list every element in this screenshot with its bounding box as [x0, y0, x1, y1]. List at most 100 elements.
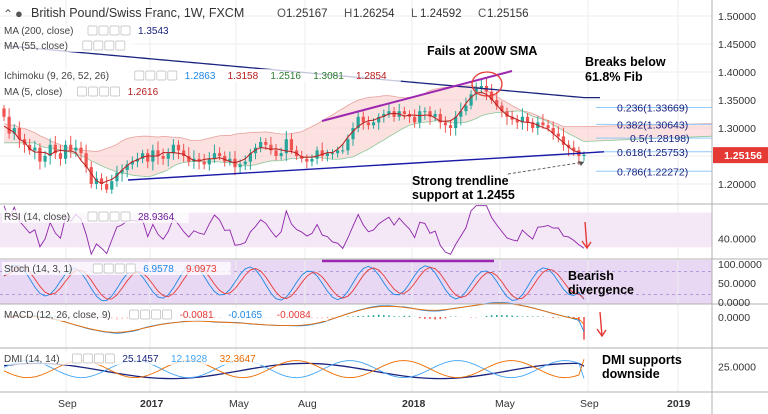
settings-icon: [98, 211, 109, 222]
fib-label: 0.618(1.25753): [617, 147, 688, 159]
candle: [510, 116, 514, 120]
candle: [443, 122, 448, 126]
candle: [561, 136, 566, 145]
candle: [99, 178, 104, 184]
candle: [500, 105, 504, 112]
candle: [202, 161, 206, 165]
rsi-arrow-head: [581, 240, 592, 250]
candle: [330, 153, 335, 155]
add-icon: [114, 263, 125, 274]
candle: [423, 111, 427, 113]
time-axis[interactable]: Sep 2017 May Aug 2018 May Sep 2019: [58, 398, 691, 410]
candle: [305, 158, 309, 162]
rising-channel-line: [321, 70, 513, 122]
candle: [438, 114, 442, 123]
candle: [115, 172, 119, 182]
ohlc-key: H: [344, 8, 352, 20]
candle: [454, 116, 458, 128]
candle: [17, 128, 21, 140]
ohlc-value: 1.26254: [353, 8, 395, 20]
ohlc-readout: O 1.25167 H 1.26254 L 1.24592 C 1.25156: [277, 8, 529, 20]
settings-icon: [145, 70, 156, 81]
rsi-line: [3, 205, 585, 256]
oscillator-lines: [0, 205, 712, 380]
ohlc-value: 1.24592: [420, 8, 462, 20]
candle: [125, 164, 129, 170]
stoch-tick: 100.0000: [718, 259, 762, 271]
candle: [243, 161, 247, 165]
candle: [495, 100, 499, 106]
time-tick: 2018: [402, 398, 426, 410]
chart-header: ⌃ ● British Pound/Swiss Franc, 1W, FXCM …: [3, 6, 529, 21]
eye-icon: [92, 263, 103, 274]
candle: [418, 111, 422, 123]
candle: [336, 150, 340, 154]
candle: [567, 144, 571, 148]
chart-annotations: Fails at 200W SMA Breaks below 61.8% Fib…: [412, 44, 682, 381]
candle: [33, 147, 37, 151]
candle: [572, 147, 576, 151]
candle: [58, 153, 63, 159]
candles: [2, 78, 586, 194]
ohlc-value: 1.25167: [286, 8, 328, 20]
more-icon: [162, 309, 172, 320]
candle: [176, 144, 181, 151]
candle: [7, 116, 11, 134]
add-icon: [151, 309, 161, 320]
candle: [269, 144, 273, 151]
right-price-axis[interactable]: 1.500001.450001.400001.350001.300001.250…: [713, 11, 768, 373]
legend-dmi-value: 32.3647: [220, 354, 257, 365]
candle: [525, 116, 530, 123]
candle: [161, 156, 165, 159]
annotation-support-1: Strong trendline: [412, 174, 509, 188]
more-icon: [167, 70, 178, 81]
candle: [130, 161, 134, 165]
annotation-bearish-1: Bearish: [568, 269, 614, 283]
candle: [171, 144, 175, 154]
price-tick: 1.45000: [718, 39, 756, 51]
candle: [289, 139, 294, 151]
settings-icon: [103, 263, 114, 274]
stoch-tick: 0.0000: [718, 297, 750, 309]
candle: [371, 122, 376, 126]
candle: [38, 147, 42, 162]
di-plus-line: [3, 360, 585, 379]
add-icon: [94, 353, 104, 364]
candle: [105, 184, 109, 190]
candle: [448, 125, 453, 128]
fib-label: 0.236(1.33669): [617, 102, 688, 114]
annotation-bearish-2: divergence: [568, 283, 634, 297]
legend-rsi-value: 28.9364: [138, 212, 175, 223]
candle: [310, 158, 314, 162]
more-icon: [120, 211, 131, 222]
last-price-label: 1.25156: [724, 150, 762, 162]
candle: [12, 128, 16, 134]
candle: [223, 156, 227, 162]
dmi-tick: 25.0000: [718, 361, 756, 373]
candle: [392, 111, 396, 117]
legend-ichimoku-value: 1.2854: [356, 71, 387, 82]
more-icon: [105, 353, 115, 364]
macd-arrow: [599, 311, 603, 337]
ohlc-key: L: [411, 8, 418, 20]
legend-ichimoku-label: Ichimoku (9, 26, 52, 26): [4, 71, 109, 82]
time-tick: Sep: [58, 398, 77, 410]
annotation-fails: Fails at 200W SMA: [427, 44, 537, 58]
legend-macd-value: -0.0081: [180, 310, 214, 321]
legend-dmi-bg: [2, 352, 271, 365]
candle: [377, 116, 381, 123]
candle: [284, 139, 288, 154]
time-tick: Aug: [298, 398, 317, 410]
legend-ichimoku-value: 1.2863: [185, 71, 216, 82]
candle: [69, 144, 73, 151]
symbol-title[interactable]: British Pound/Swiss Franc, 1W, FXCM: [31, 6, 244, 20]
fib-label: 0.382(1.30643): [617, 119, 688, 131]
settings-icon: [140, 309, 150, 320]
macd-tick: 0.0000: [718, 312, 750, 324]
candle: [156, 150, 160, 156]
eye-icon: [77, 86, 87, 97]
candle: [238, 164, 242, 168]
chevron-down-icon[interactable]: ⌃: [3, 7, 13, 21]
